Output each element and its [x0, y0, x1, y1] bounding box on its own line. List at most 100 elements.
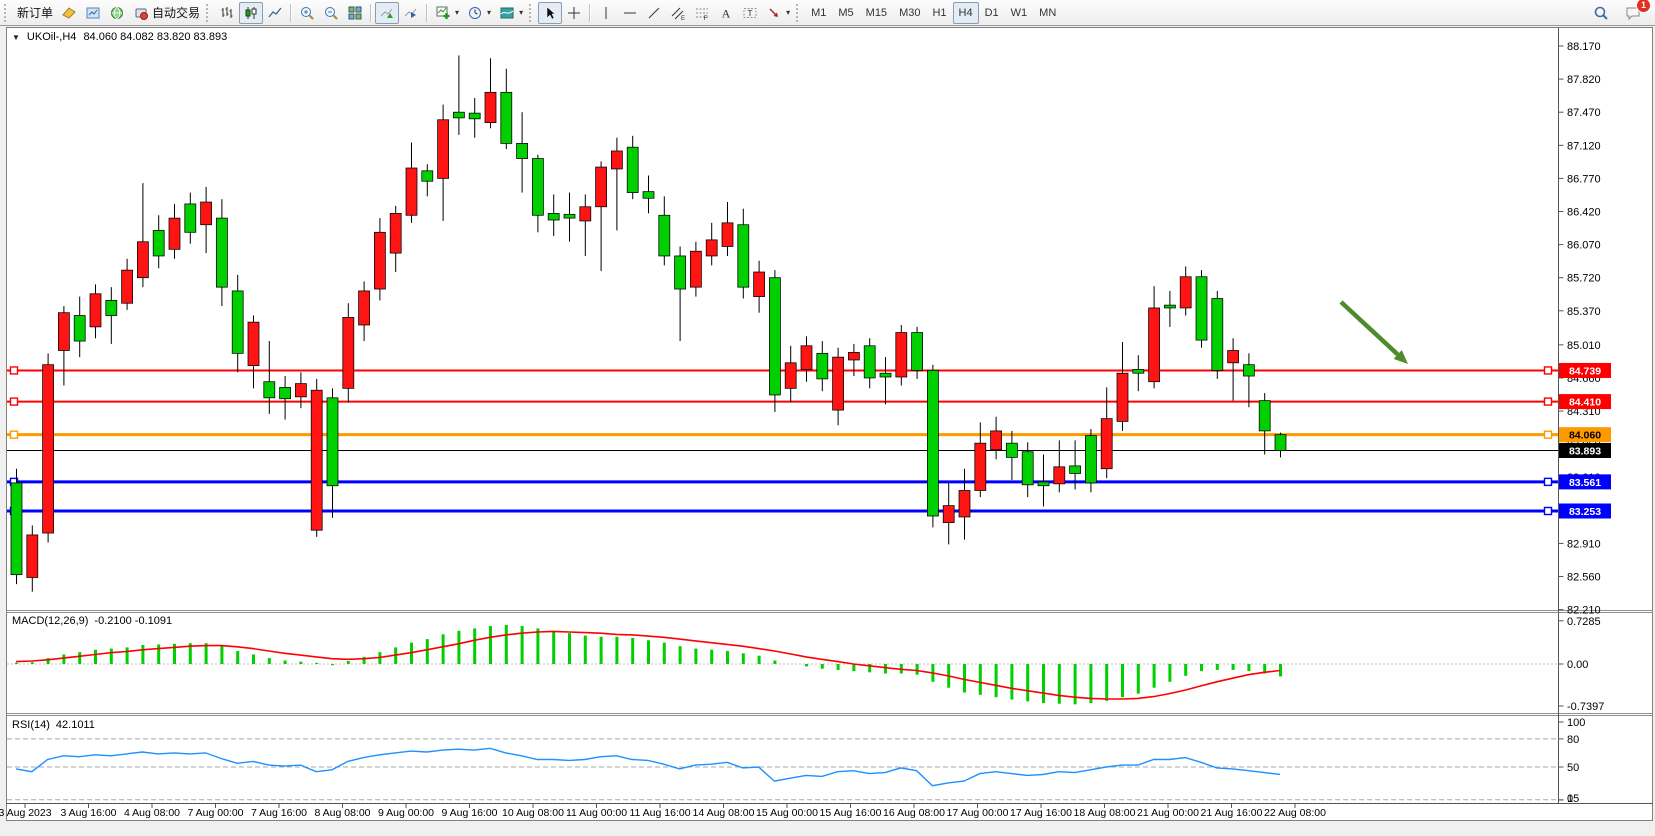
date-tick-label: 16 Aug 08:00	[883, 807, 945, 819]
timeframe-m1-button[interactable]: M1	[805, 2, 832, 24]
price-tick-label: 82.210	[1567, 605, 1601, 617]
timeframe-m5-button[interactable]: M5	[832, 2, 859, 24]
candle	[200, 201, 212, 226]
cursor-button[interactable]	[538, 1, 563, 24]
timeframe-m15-button[interactable]: M15	[860, 2, 893, 24]
date-tick-label: 3 Aug 16:00	[60, 807, 116, 819]
horizontal-line-button[interactable]	[618, 2, 642, 24]
periods-button[interactable]: ▾	[463, 2, 495, 24]
new-order-button[interactable]: 新订单	[13, 2, 57, 24]
text-label-button[interactable]: T	[738, 2, 762, 24]
chevron-down-icon[interactable]: ▾	[519, 8, 524, 17]
candle	[389, 213, 402, 254]
market-watch-button[interactable]	[57, 2, 81, 24]
candle	[1100, 418, 1113, 470]
support-line-83561-handle[interactable]	[1543, 477, 1553, 487]
chat-button[interactable]: 1	[1621, 0, 1651, 24]
resistance-line-84410-handle[interactable]	[9, 397, 19, 406]
price-tick-label: 85.370	[1567, 306, 1601, 318]
chart-shift-button[interactable]	[399, 2, 423, 24]
price-tick-label: 87.470	[1567, 107, 1601, 119]
search-button[interactable]	[1589, 2, 1613, 24]
timeframe-d1-button[interactable]: D1	[979, 2, 1005, 24]
template-button[interactable]: ▾	[495, 2, 527, 24]
candle	[374, 231, 386, 290]
pivot-line-84060-handle[interactable]	[1543, 430, 1553, 439]
collapse-arrow-icon[interactable]: ▼	[12, 32, 20, 42]
resistance-line-84410-handle[interactable]	[1543, 397, 1553, 406]
chevron-down-icon[interactable]: ▾	[487, 8, 492, 17]
timeframe-m30-button[interactable]: M30	[893, 2, 926, 24]
date-tick-label: 21 Aug 16:00	[1201, 807, 1263, 819]
rsi-value: 42.1011	[55, 719, 95, 731]
resistance-line-84739-handle[interactable]	[1543, 366, 1553, 375]
candle	[263, 381, 276, 399]
candle	[1243, 364, 1255, 377]
resistance-line-84739-handle[interactable]	[9, 366, 19, 375]
candle	[958, 490, 971, 518]
new-chart-button[interactable]: ▾	[431, 2, 463, 24]
zoom-in-button[interactable]	[295, 2, 319, 24]
candle	[231, 290, 244, 354]
candle	[705, 239, 718, 257]
candle	[911, 332, 923, 371]
data-window-button[interactable]	[81, 2, 105, 24]
date-tick-label: 7 Aug 16:00	[251, 807, 307, 819]
price-tick-label: 82.910	[1567, 538, 1601, 550]
candle	[1116, 372, 1129, 422]
candle	[1227, 350, 1239, 364]
trendline-button[interactable]	[642, 2, 666, 24]
candle	[42, 364, 54, 534]
clock-icon	[467, 5, 483, 21]
arrow-objects-button[interactable]: ▾	[762, 2, 794, 24]
tile-windows-button[interactable]	[343, 2, 367, 24]
arrow-annotation[interactable]	[1339, 300, 1408, 364]
line-chart-button[interactable]	[263, 2, 287, 24]
tile-windows-icon	[347, 5, 363, 21]
text-button[interactable]: A	[714, 2, 738, 24]
price-tick-label: 87.120	[1567, 140, 1601, 152]
autotrading-button[interactable]: 自动交易	[129, 2, 204, 24]
vertical-line-button[interactable]	[594, 2, 618, 24]
timeframe-h4-button[interactable]: H4	[952, 1, 979, 24]
candle	[10, 482, 23, 576]
time-scale[interactable]: 3 Aug 2023 3 Aug 16:00 4 Aug 08:00 7 Aug 00…	[0, 803, 1326, 820]
green-globe-icon	[109, 5, 125, 21]
candle	[58, 312, 70, 351]
candle	[1211, 298, 1224, 371]
candle	[863, 345, 876, 379]
timeframe-h1-button[interactable]: H1	[926, 2, 952, 24]
date-tick-label: 10 Aug 08:00	[502, 807, 564, 819]
channel-button[interactable]: E	[666, 2, 690, 24]
trendline-icon	[646, 5, 662, 21]
chevron-down-icon[interactable]: ▾	[455, 8, 460, 17]
chart-title: ▼ UKOil-,H4 84.060 84.082 83.820 83.893	[12, 31, 227, 43]
candlestick-icon	[243, 5, 259, 21]
standard-group: 新订单 自动交易	[13, 2, 204, 24]
chart-type-group	[215, 1, 287, 24]
timeframe-group: M1 M5 M15 M30 H1 H4 D1 W1 MN	[805, 1, 1062, 24]
timeframe-w1-button[interactable]: W1	[1005, 2, 1034, 24]
price-tick-label: 82.560	[1567, 572, 1601, 584]
candle	[658, 214, 671, 257]
candlestick-chart-button[interactable]	[239, 1, 264, 24]
add-chart-icon	[435, 5, 451, 21]
price-badge-label: 84.410	[1569, 397, 1601, 409]
pivot-line-84060-handle[interactable]	[9, 430, 19, 439]
main-toolbar: 新订单 自动交易 ▾ ▾ ▾ E F A T ▾ M1 M5 M15 M30 H1 H4 D1 W1 MN 1	[0, 0, 1655, 26]
crosshair-button[interactable]	[562, 2, 586, 24]
svg-text:T: T	[747, 8, 752, 18]
timeframe-mn-button[interactable]: MN	[1033, 2, 1062, 24]
bar-chart-button[interactable]	[215, 2, 239, 24]
zoom-out-button[interactable]	[319, 2, 343, 24]
drawing-group: E F A T ▾	[594, 2, 794, 24]
candle	[895, 332, 908, 378]
candle	[753, 271, 765, 297]
arrowhead-icon	[1393, 350, 1408, 364]
support-line-83253-handle[interactable]	[1543, 506, 1553, 516]
fibonacci-button[interactable]: F	[690, 2, 714, 24]
chevron-down-icon[interactable]: ▾	[786, 8, 791, 17]
timeframe-m5-button-label: M5	[838, 6, 854, 19]
auto-scroll-button[interactable]	[375, 1, 400, 24]
signals-button[interactable]	[105, 2, 129, 24]
